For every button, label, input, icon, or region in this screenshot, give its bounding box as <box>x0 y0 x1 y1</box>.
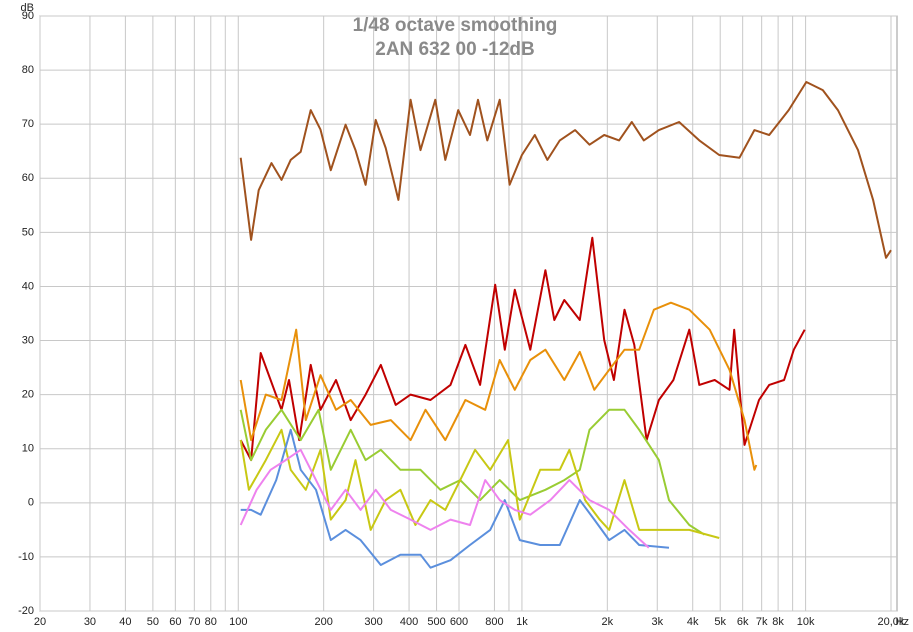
x-tick-label: 20 <box>34 616 46 628</box>
x-tick-label: 200 <box>314 616 332 628</box>
x-tick-label: 70 <box>188 616 200 628</box>
response-curve <box>240 428 670 569</box>
chart-subtitle: 2AN 632 00 -12dB <box>375 39 534 60</box>
x-tick-label: 4k <box>687 616 699 628</box>
x-tick-label: 300 <box>364 616 382 628</box>
x-axis-unit: Hz <box>896 616 909 628</box>
y-tick-label: 80 <box>22 64 34 76</box>
x-tick-label: 80 <box>205 616 217 628</box>
plot-area <box>39 15 898 612</box>
x-tick-label: 400 <box>400 616 418 628</box>
x-tick-label: 800 <box>485 616 503 628</box>
y-tick-label: 60 <box>22 172 34 184</box>
y-tick-label: 10 <box>22 443 34 455</box>
y-tick-label: 0 <box>28 497 34 509</box>
x-tick-label: 3k <box>651 616 663 628</box>
x-tick-label: 600 <box>450 616 468 628</box>
x-tick-label: 500 <box>427 616 445 628</box>
x-tick-label: 40 <box>119 616 131 628</box>
x-tick-label: 10k <box>797 616 815 628</box>
response-curve <box>239 408 706 536</box>
y-tick-label: 50 <box>22 226 34 238</box>
x-tick-label: 8k <box>772 616 784 628</box>
x-tick-label: 7k <box>756 616 768 628</box>
x-tick-label: 30 <box>84 616 96 628</box>
y-tick-label: 40 <box>22 280 34 292</box>
x-tick-label: 100 <box>229 616 247 628</box>
x-tick-label: 20,0k <box>878 616 905 628</box>
y-tick-label: -10 <box>18 551 34 563</box>
response-curve <box>239 301 758 471</box>
x-tick-label: 50 <box>147 616 159 628</box>
y-tick-label: 90 <box>22 10 34 22</box>
x-tick-label: 1k <box>516 616 528 628</box>
x-tick-label: 60 <box>169 616 181 628</box>
x-tick-label: 5k <box>714 616 726 628</box>
y-tick-label: -20 <box>18 605 34 617</box>
y-tick-label: 20 <box>22 389 34 401</box>
response-curve <box>239 448 650 549</box>
chart-title: 1/48 octave smoothing <box>353 15 558 36</box>
x-tick-label: 2k <box>602 616 614 628</box>
response-curve <box>239 81 892 259</box>
x-tick-label: 6k <box>737 616 749 628</box>
y-tick-label: 30 <box>22 334 34 346</box>
y-tick-label: 70 <box>22 118 34 130</box>
y-axis-unit: dB <box>21 2 34 14</box>
response-curve <box>239 428 720 539</box>
